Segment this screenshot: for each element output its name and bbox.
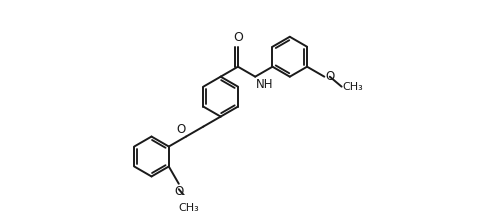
Text: O: O [325,70,334,83]
Text: O: O [233,31,243,44]
Text: NH: NH [256,78,274,91]
Text: CH₃: CH₃ [343,82,363,92]
Text: O: O [176,123,185,136]
Text: O: O [174,185,183,198]
Text: CH₃: CH₃ [178,203,199,213]
